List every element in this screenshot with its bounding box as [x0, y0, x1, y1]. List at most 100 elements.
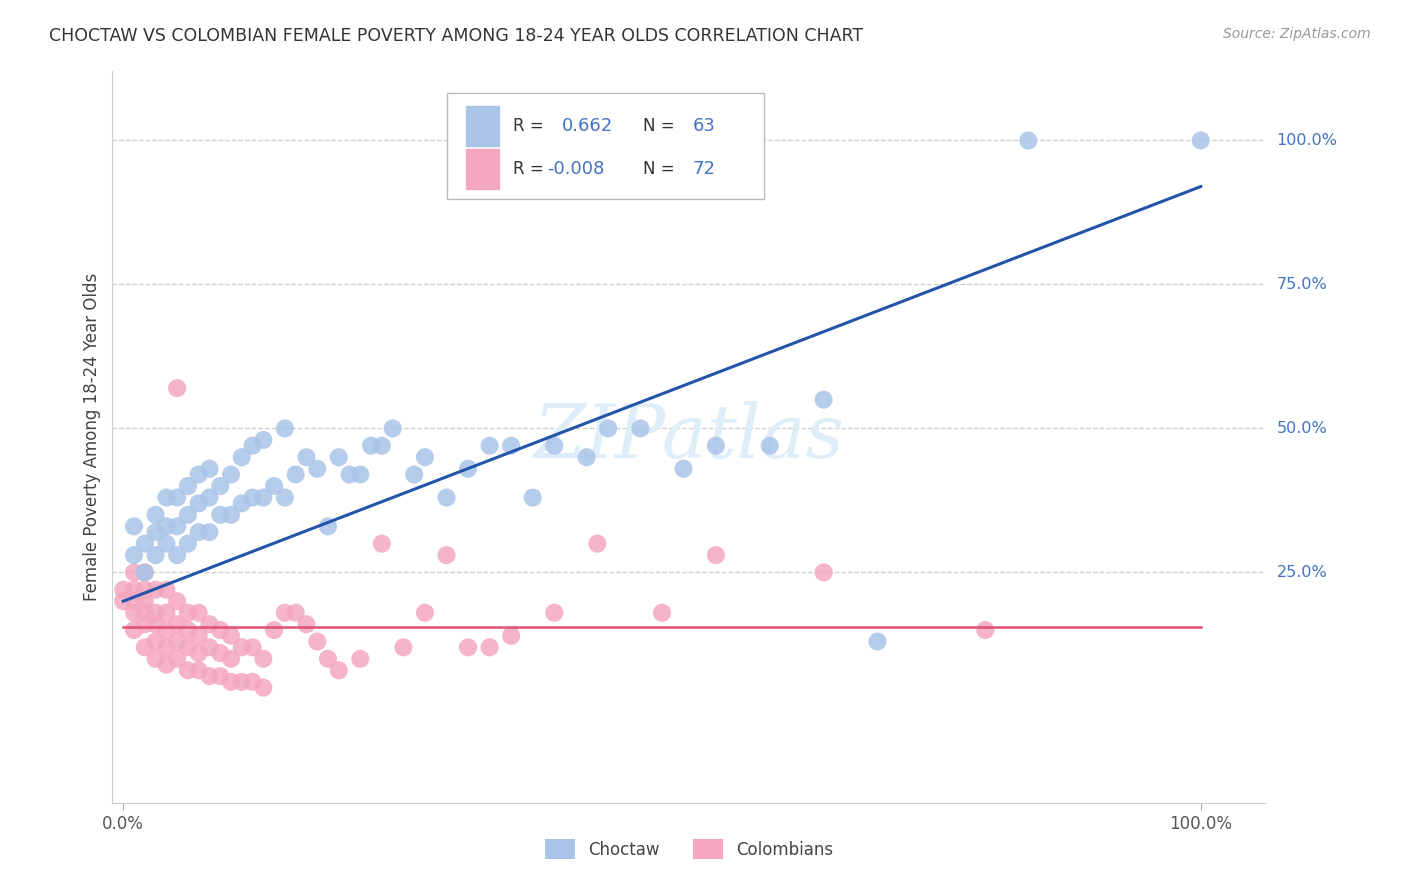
Point: [219, 508, 242, 522]
Point: [209, 479, 232, 493]
Text: Source: ZipAtlas.com: Source: ZipAtlas.com: [1223, 27, 1371, 41]
Point: [145, 525, 167, 540]
Point: [134, 536, 156, 550]
Point: [145, 617, 167, 632]
Point: [187, 606, 209, 620]
Point: [501, 439, 523, 453]
Point: [134, 566, 156, 580]
Point: [284, 606, 307, 620]
Point: [198, 525, 221, 540]
Legend: Choctaw, Colombians: Choctaw, Colombians: [536, 830, 842, 868]
Point: [231, 674, 253, 689]
Point: [758, 439, 780, 453]
Point: [231, 496, 253, 510]
Point: [478, 439, 501, 453]
Point: [134, 617, 156, 632]
Point: [252, 681, 274, 695]
Point: [187, 496, 209, 510]
Point: [457, 640, 479, 655]
Point: [145, 606, 167, 620]
Point: [177, 640, 200, 655]
Point: [155, 640, 177, 655]
Point: [209, 508, 232, 522]
Point: [274, 606, 297, 620]
Text: 100.0%: 100.0%: [1277, 133, 1337, 148]
Point: [187, 467, 209, 482]
Point: [813, 392, 835, 407]
Point: [145, 508, 167, 522]
Point: [187, 525, 209, 540]
Bar: [467, 149, 499, 189]
Point: [231, 640, 253, 655]
Point: [122, 519, 145, 533]
Point: [242, 640, 264, 655]
Point: [155, 623, 177, 637]
FancyBboxPatch shape: [447, 94, 763, 200]
Point: [198, 491, 221, 505]
Point: [134, 640, 156, 655]
Point: [219, 629, 242, 643]
Point: [543, 606, 565, 620]
Point: [122, 566, 145, 580]
Text: 50.0%: 50.0%: [1277, 421, 1327, 436]
Point: [672, 462, 695, 476]
Point: [371, 536, 394, 550]
Point: [360, 439, 382, 453]
Point: [145, 548, 167, 562]
Point: [436, 548, 458, 562]
Text: 72: 72: [692, 160, 716, 178]
Point: [274, 421, 297, 435]
Point: [328, 450, 350, 465]
Text: 63: 63: [692, 117, 716, 136]
Point: [339, 467, 361, 482]
Point: [155, 606, 177, 620]
Point: [166, 381, 188, 395]
Point: [166, 548, 188, 562]
Point: [457, 462, 479, 476]
Point: [145, 582, 167, 597]
Point: [198, 640, 221, 655]
Point: [122, 606, 145, 620]
Point: [274, 491, 297, 505]
Point: [404, 467, 426, 482]
Point: [381, 421, 404, 435]
Point: [219, 467, 242, 482]
Text: -0.008: -0.008: [547, 160, 605, 178]
Point: [284, 467, 307, 482]
Point: [704, 548, 727, 562]
Point: [155, 657, 177, 672]
Point: [1189, 133, 1212, 147]
Point: [866, 634, 889, 648]
Point: [155, 491, 177, 505]
Point: [134, 582, 156, 597]
Point: [974, 623, 997, 637]
Point: [242, 491, 264, 505]
Point: [145, 652, 167, 666]
Point: [112, 594, 135, 608]
Point: [436, 491, 458, 505]
Point: [177, 508, 200, 522]
Point: [122, 623, 145, 637]
Point: [209, 623, 232, 637]
Point: [263, 479, 285, 493]
Point: [295, 617, 318, 632]
Y-axis label: Female Poverty Among 18-24 Year Olds: Female Poverty Among 18-24 Year Olds: [83, 273, 101, 601]
Point: [242, 439, 264, 453]
Text: N =: N =: [643, 117, 675, 136]
Point: [177, 623, 200, 637]
Point: [242, 674, 264, 689]
Point: [166, 634, 188, 648]
Point: [598, 421, 620, 435]
Point: [813, 566, 835, 580]
Point: [166, 652, 188, 666]
Point: [134, 594, 156, 608]
Point: [198, 669, 221, 683]
Point: [145, 634, 167, 648]
Point: [122, 582, 145, 597]
Point: [155, 519, 177, 533]
Text: R =: R =: [513, 117, 543, 136]
Point: [166, 491, 188, 505]
Point: [177, 536, 200, 550]
Point: [187, 663, 209, 677]
Point: [349, 467, 371, 482]
